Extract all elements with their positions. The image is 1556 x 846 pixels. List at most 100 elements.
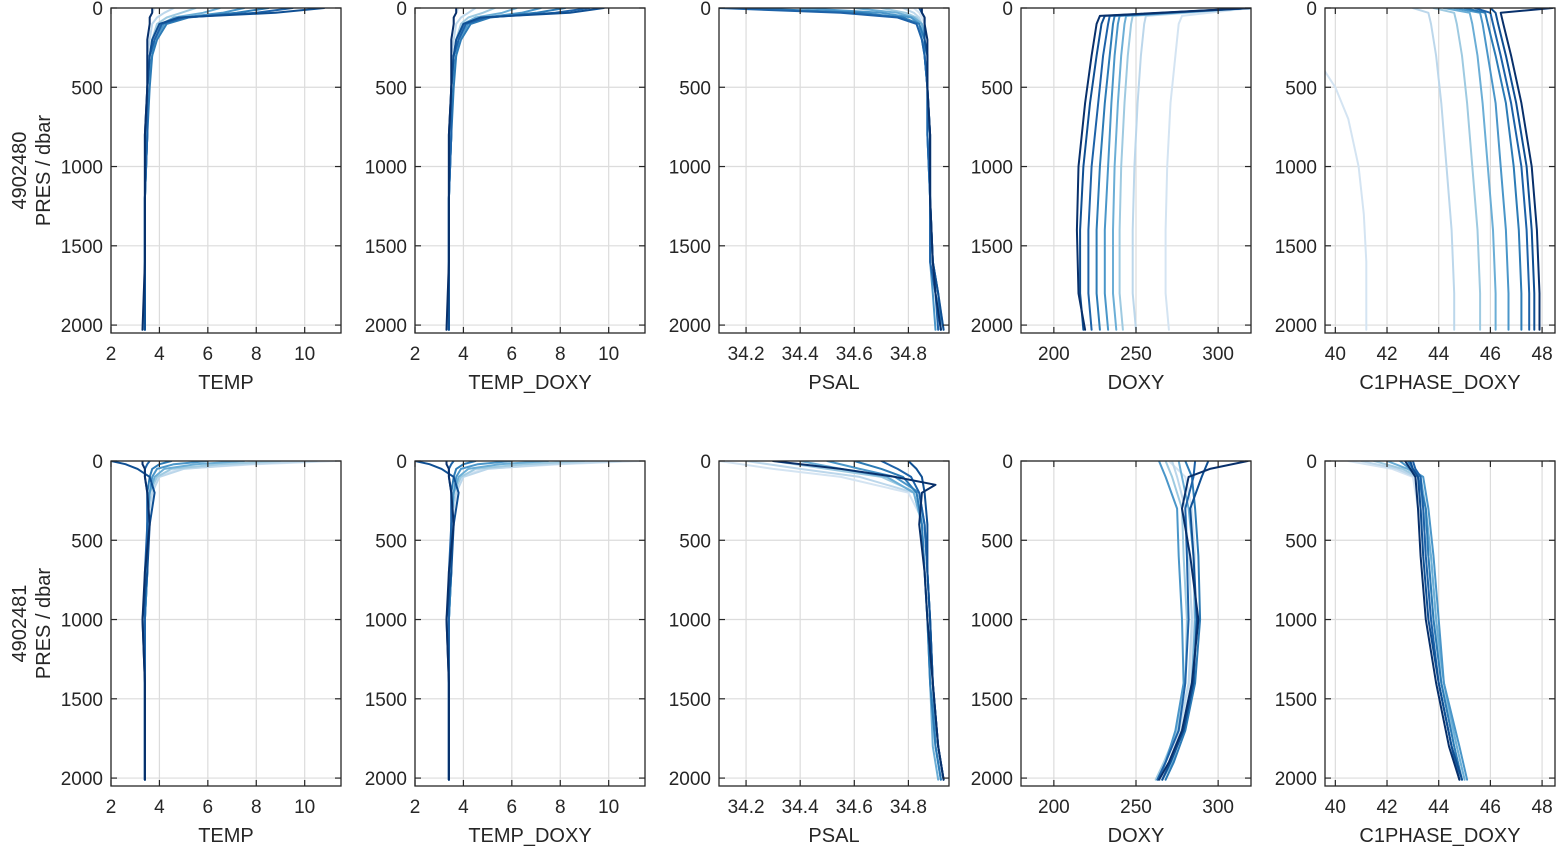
profile-line — [143, 8, 221, 331]
profile-line — [719, 461, 945, 781]
y-tick-label: 2000 — [971, 769, 1013, 790]
panel-4902480-doxy: 200 250 300 0 500 1000 1500 2000 DOXY — [971, 0, 1252, 394]
profile-line — [1156, 461, 1197, 781]
profile-line — [143, 8, 270, 331]
y-tick-label: 1500 — [1275, 237, 1317, 258]
y-tick-label: 1000 — [61, 611, 103, 632]
x-tick-label: 46 — [1480, 344, 1501, 365]
profile-line — [1409, 461, 1463, 781]
y-tick-label: 1500 — [669, 237, 711, 258]
y-tick-label: 500 — [679, 78, 711, 99]
x-axis-label: DOXY — [1108, 372, 1165, 394]
profile-line — [1158, 461, 1185, 781]
y-tick-label: 1500 — [669, 690, 711, 711]
profile-line — [1404, 461, 1461, 781]
x-tick-label: 34.2 — [728, 797, 765, 818]
profile-line — [1118, 8, 1251, 331]
profile-line — [853, 461, 942, 781]
y-tick-label: 2000 — [61, 316, 103, 337]
x-tick-label: 8 — [555, 797, 566, 818]
x-tick-label: 46 — [1480, 797, 1501, 818]
y-tick-label: 500 — [375, 531, 407, 552]
axes-box — [1324, 460, 1556, 787]
y-tick-label: 2000 — [1275, 769, 1317, 790]
axes-box — [110, 7, 342, 334]
x-tick-label: 8 — [555, 344, 566, 365]
y-tick-label: 1500 — [365, 237, 407, 258]
profile-line — [920, 8, 942, 331]
x-axis-label: TEMP_DOXY — [468, 372, 591, 394]
x-tick-label: 8 — [251, 344, 262, 365]
x-tick-label: 10 — [598, 344, 619, 365]
y-tick-label: 1000 — [1275, 611, 1317, 632]
profile-line — [447, 8, 591, 331]
profile-line — [1087, 8, 1251, 331]
profile-line — [719, 8, 940, 331]
profile-line — [772, 461, 945, 781]
y-tick-label: 500 — [981, 78, 1013, 99]
y-tick-label: 0 — [1306, 0, 1317, 20]
profile-line — [1442, 8, 1497, 331]
profile-line — [143, 461, 209, 781]
panel-4902481-temp: 2 4 6 8 10 0 500 1000 1500 2000 TEMP — [61, 452, 342, 846]
y-tick-label: 1000 — [365, 611, 407, 632]
x-tick-label: 4 — [458, 344, 469, 365]
profile-line — [826, 461, 942, 781]
x-axis-label: TEMP_DOXY — [468, 825, 591, 846]
y-tick-label: 1500 — [971, 690, 1013, 711]
axes-box — [1324, 7, 1556, 334]
y-tick-label: 500 — [679, 531, 711, 552]
y-tick-label: 0 — [92, 452, 103, 473]
x-axis-label: TEMP — [198, 372, 254, 394]
panel-4902481-temp_doxy: 2 4 6 8 10 0 500 1000 1500 2000 TEMP_DOXY — [365, 452, 646, 846]
y-tick-label: 0 — [396, 0, 407, 20]
x-tick-label: 10 — [294, 344, 315, 365]
y-tick-label: 500 — [71, 78, 103, 99]
x-tick-label: 4 — [154, 344, 165, 365]
x-tick-label: 4 — [458, 797, 469, 818]
profile-line — [1463, 8, 1523, 331]
profile-line — [1411, 8, 1456, 331]
profile-line — [1325, 70, 1368, 331]
y-tick-label: 0 — [1002, 452, 1013, 473]
y-tick-label: 1000 — [669, 158, 711, 179]
y-tick-label: 2000 — [971, 316, 1013, 337]
y-tick-label: 1000 — [1275, 158, 1317, 179]
x-tick-label: 6 — [507, 797, 518, 818]
profile-line — [447, 461, 586, 781]
x-tick-label: 48 — [1532, 797, 1553, 818]
pressure-axis-label: PRES / dbar — [33, 568, 55, 680]
x-tick-label: 2 — [106, 797, 117, 818]
profile-line — [1075, 8, 1251, 331]
x-tick-label: 34.2 — [728, 344, 765, 365]
y-tick-label: 1000 — [61, 158, 103, 179]
x-tick-label: 10 — [294, 797, 315, 818]
float-id-label: 4902481 — [9, 585, 31, 663]
x-tick-label: 42 — [1376, 797, 1397, 818]
profile-line — [143, 461, 282, 781]
profile-line — [445, 8, 458, 331]
profile-line — [447, 8, 542, 331]
profile-line — [1095, 8, 1251, 331]
x-tick-label: 8 — [251, 797, 262, 818]
x-tick-label: 250 — [1120, 344, 1152, 365]
profile-line — [1161, 461, 1210, 781]
profile-line — [143, 8, 294, 331]
profile-line — [1164, 8, 1251, 331]
profile-line — [1164, 461, 1202, 781]
x-tick-label: 200 — [1038, 344, 1070, 365]
y-tick-label: 1000 — [669, 611, 711, 632]
y-tick-label: 1500 — [365, 690, 407, 711]
profile-line — [745, 8, 942, 331]
axes-box — [718, 7, 950, 334]
profile-line — [1103, 8, 1251, 331]
x-tick-label: 4 — [154, 797, 165, 818]
x-tick-label: 34.8 — [890, 344, 927, 365]
panel-4902480-psal: 34.2 34.4 34.6 34.8 0 500 1000 1500 2000 PSAL — [669, 0, 950, 394]
x-tick-label: 2 — [410, 797, 421, 818]
x-tick-label: 6 — [203, 344, 214, 365]
profile-line — [143, 461, 318, 781]
axes-box — [414, 7, 646, 334]
x-tick-label: 2 — [410, 344, 421, 365]
x-axis-label: C1PHASE_DOXY — [1359, 372, 1520, 394]
